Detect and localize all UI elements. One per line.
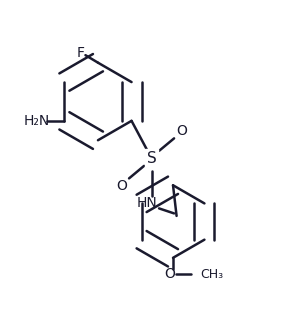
Text: S: S <box>147 151 156 166</box>
Text: O: O <box>116 179 127 193</box>
Text: O: O <box>176 124 187 138</box>
Text: O: O <box>164 267 175 281</box>
Text: CH₃: CH₃ <box>200 268 224 280</box>
Text: H₂N: H₂N <box>24 114 50 128</box>
Text: HN: HN <box>136 196 157 210</box>
Text: F: F <box>76 46 84 60</box>
